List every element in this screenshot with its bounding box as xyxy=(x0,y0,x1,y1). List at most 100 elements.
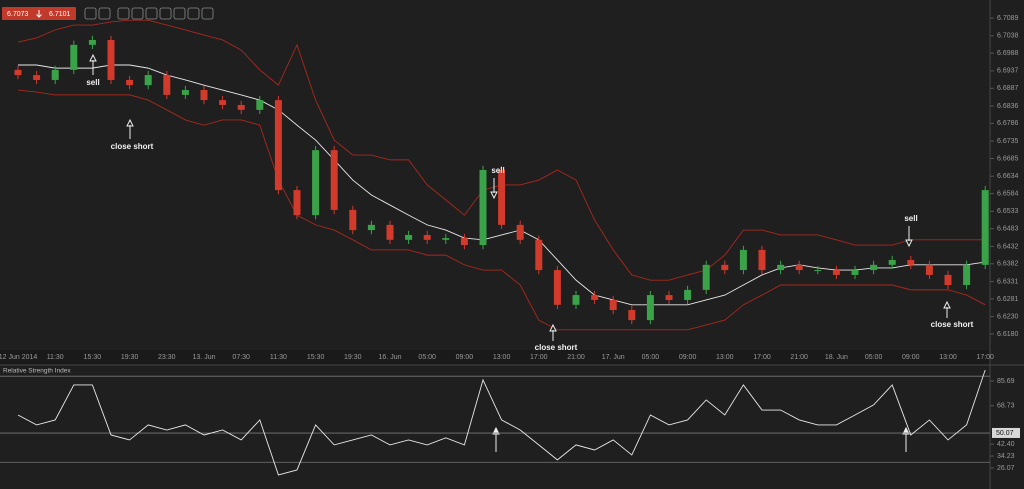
current-value-badge xyxy=(992,427,1020,438)
rsi-arrow xyxy=(492,426,500,452)
zoom-in[interactable] xyxy=(84,7,97,20)
candle-body xyxy=(944,274,952,286)
y-tick-label: 42.40 xyxy=(997,441,1015,448)
candle-body xyxy=(777,264,785,271)
candle-body xyxy=(758,249,766,271)
annotation-arrow xyxy=(943,300,951,318)
candle-body xyxy=(665,295,673,300)
candle-body xyxy=(628,310,636,321)
x-tick-label: 13. Jun xyxy=(193,354,216,361)
x-tick-label: 05:00 xyxy=(865,354,883,361)
y-tick-label: 6.6483 xyxy=(997,226,1019,233)
x-tick-label: 09:00 xyxy=(456,354,474,361)
x-tick-label: 16. Jun xyxy=(379,354,402,361)
tool[interactable] xyxy=(117,7,130,20)
candle-body xyxy=(88,39,96,45)
candle-body xyxy=(126,79,134,86)
candle-body xyxy=(256,100,264,110)
y-tick-label: 6.6685 xyxy=(997,155,1019,162)
y-tick-label: 6.6331 xyxy=(997,278,1019,285)
x-tick-label: 23:30 xyxy=(158,354,176,361)
x-tick-label: 17:00 xyxy=(976,354,994,361)
tool[interactable] xyxy=(201,7,214,20)
rsi-arrow xyxy=(902,426,910,452)
y-tick-label: 6.6230 xyxy=(997,313,1019,320)
y-tick-label: 6.6382 xyxy=(997,261,1019,268)
x-tick-label: 13:00 xyxy=(716,354,734,361)
y-tick-label: 6.6634 xyxy=(997,173,1019,180)
candle-body xyxy=(832,270,840,275)
bid-price: 6.7073 xyxy=(7,11,29,18)
annotation-arrow xyxy=(490,178,498,200)
candle-body xyxy=(646,295,654,321)
candle-body xyxy=(423,234,431,240)
x-tick-label: 18. Jun xyxy=(825,354,848,361)
time-axis-strip xyxy=(0,350,990,365)
candle-body xyxy=(33,75,41,80)
y-tick-label: 85.69 xyxy=(997,378,1015,385)
candle-body xyxy=(925,264,933,275)
annotation-arrow xyxy=(905,226,913,248)
y-tick-label: 6.6887 xyxy=(997,85,1019,92)
y-tick-label: 34.23 xyxy=(997,453,1015,460)
x-tick-label: 13:00 xyxy=(493,354,511,361)
x-tick-label: 17. Jun xyxy=(602,354,625,361)
x-tick-label: 19:30 xyxy=(344,354,362,361)
y-tick-label: 6.6584 xyxy=(997,190,1019,197)
bollinger-middle xyxy=(18,64,986,306)
candle-body xyxy=(498,169,506,225)
tool[interactable] xyxy=(187,7,200,20)
candle-body xyxy=(888,259,896,265)
x-tick-label: 15:30 xyxy=(84,354,102,361)
arrow-icon xyxy=(36,10,42,18)
x-tick-label: 05:00 xyxy=(418,354,436,361)
candle-body xyxy=(200,90,208,101)
y-tick-label: 6.6735 xyxy=(997,138,1019,145)
candle-body xyxy=(535,239,543,271)
x-tick-label: 07:30 xyxy=(232,354,250,361)
tool[interactable] xyxy=(145,7,158,20)
x-tick-label: 13:00 xyxy=(939,354,957,361)
candle-body xyxy=(293,190,301,216)
candle-body xyxy=(386,224,394,240)
candle-body xyxy=(219,100,227,105)
candle-body xyxy=(405,234,413,240)
candle-body xyxy=(330,150,338,210)
y-tick-label: 6.6180 xyxy=(997,331,1019,338)
candle-body xyxy=(851,270,859,275)
candle-body xyxy=(460,238,468,246)
candle-body xyxy=(702,264,710,290)
x-tick-label: 11:30 xyxy=(47,354,64,361)
tool[interactable] xyxy=(159,7,172,20)
candle-body xyxy=(870,264,878,271)
y-tick-label: 6.6281 xyxy=(997,296,1019,303)
annotation: sell xyxy=(904,214,917,223)
y-tick-label: 26.07 xyxy=(997,465,1015,472)
tool[interactable] xyxy=(131,7,144,20)
y-tick-label: 68.73 xyxy=(997,403,1015,410)
candle-body xyxy=(237,104,245,110)
candle-body xyxy=(107,39,115,80)
x-tick-label: 09:00 xyxy=(679,354,697,361)
candle-body xyxy=(312,150,320,216)
tool[interactable] xyxy=(173,7,186,20)
x-tick-label: 19:30 xyxy=(121,354,139,361)
x-tick-label: 09:00 xyxy=(902,354,920,361)
y-tick-label: 6.6432 xyxy=(997,243,1019,250)
candle-body xyxy=(963,264,971,286)
candle-body xyxy=(70,44,78,70)
zoom-out[interactable] xyxy=(98,7,111,20)
candle-body xyxy=(367,224,375,231)
candle-body xyxy=(814,270,822,272)
candle-body xyxy=(721,264,729,271)
candle-body xyxy=(274,100,282,191)
x-tick-label: 17:00 xyxy=(530,354,548,361)
candle-body xyxy=(14,69,22,76)
x-tick-label: 12 Jun 2014 xyxy=(0,354,37,361)
ask-price: 6.7101 xyxy=(49,11,71,18)
candle-body xyxy=(516,224,524,240)
y-tick-label: 6.7038 xyxy=(997,33,1019,40)
candle-body xyxy=(163,75,171,95)
